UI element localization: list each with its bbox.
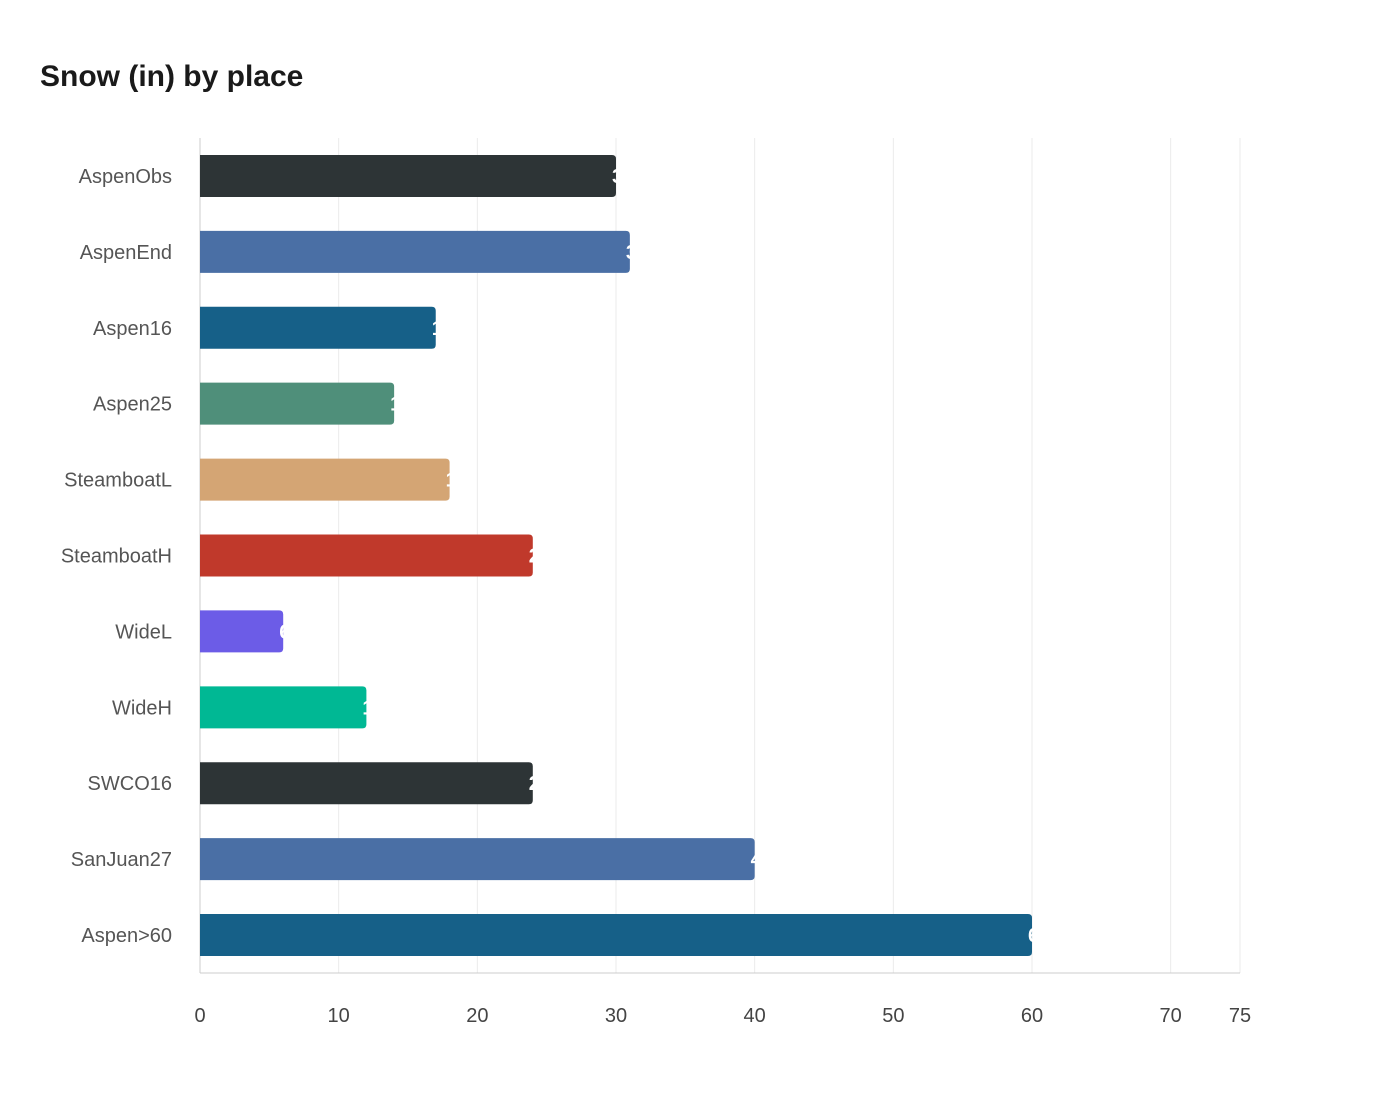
x-tick-label: 50 — [882, 1005, 904, 1027]
y-tick-label: SteamboatL — [64, 470, 172, 492]
bar — [200, 686, 367, 729]
y-tick-label: AspenObs — [79, 166, 172, 188]
bar — [200, 306, 436, 349]
x-tick-label: 10 — [328, 1005, 350, 1027]
data-label: 60 — [1028, 925, 1050, 947]
y-tick-label: SanJuan27 — [71, 849, 172, 871]
bar — [200, 154, 616, 197]
x-tick-label: 60 — [1021, 1005, 1043, 1027]
data-label: 6 — [279, 621, 290, 643]
bar — [200, 914, 1032, 957]
x-tick-label: 20 — [466, 1005, 488, 1027]
chart-title: Snow (in) by place — [40, 60, 304, 93]
bar — [200, 762, 533, 805]
data-label: 30 — [612, 166, 634, 188]
bar — [200, 534, 533, 577]
bar — [200, 458, 450, 501]
y-tick-label: WideL — [115, 621, 172, 643]
y-tick-label: Aspen25 — [93, 394, 172, 416]
x-tick-label: 0 — [194, 1005, 205, 1027]
data-label: 24 — [529, 773, 552, 795]
bar — [200, 610, 284, 653]
y-tick-label: SteamboatH — [61, 546, 172, 568]
bar — [200, 382, 395, 425]
x-tick-label: 70 — [1160, 1005, 1182, 1027]
data-label: 12 — [362, 697, 384, 719]
y-tick-label: Aspen>60 — [81, 925, 172, 947]
data-label: 40 — [751, 849, 773, 871]
y-tick-label: AspenEnd — [80, 242, 172, 264]
x-tick-label: 40 — [744, 1005, 766, 1027]
data-label: 14 — [390, 394, 413, 416]
y-tick-label: Aspen16 — [93, 318, 172, 340]
x-tick-label: 30 — [605, 1005, 627, 1027]
data-label: 24 — [529, 546, 552, 568]
data-label: 17 — [432, 318, 454, 340]
data-label: 31 — [626, 242, 648, 264]
bar — [200, 230, 630, 273]
y-tick-label: SWCO16 — [88, 773, 172, 795]
bar — [200, 838, 755, 881]
x-tick-label: 75 — [1229, 1005, 1251, 1027]
y-tick-label: WideH — [112, 697, 172, 719]
data-label: 18 — [446, 470, 468, 492]
